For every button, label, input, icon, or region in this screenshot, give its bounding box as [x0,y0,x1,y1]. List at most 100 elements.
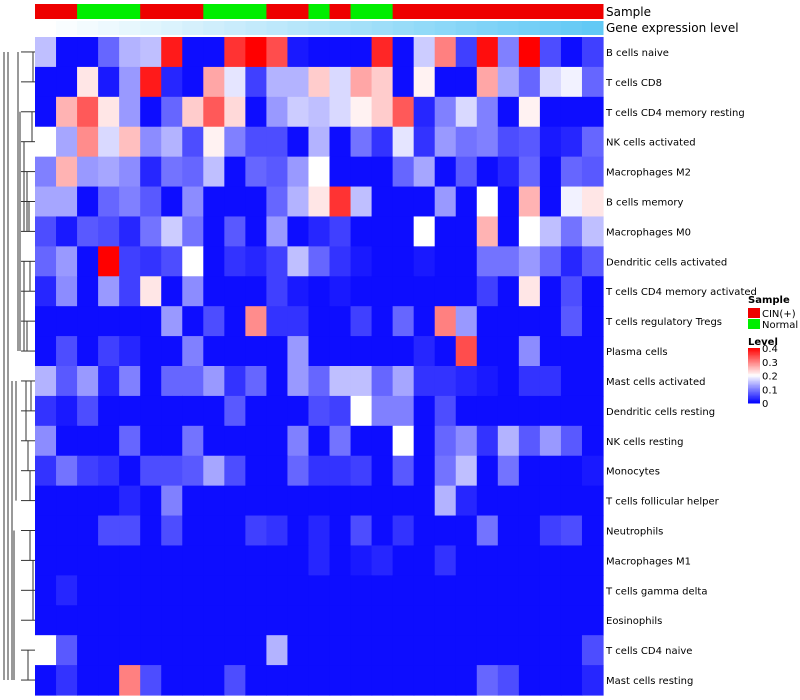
heatmap-cell [329,515,352,547]
heatmap-cell [98,156,120,188]
heatmap-cell [77,336,99,367]
heatmap-cell [329,635,352,666]
heatmap-cell [140,96,162,128]
heatmap-cell [35,635,57,666]
heatmap-cell [203,366,225,397]
heatmap-cell [224,246,246,277]
sample-annotation-cell [140,4,162,19]
row-label: Macrophages M0 [606,227,691,238]
heatmap-cell [35,276,57,307]
heatmap-cell [308,186,331,218]
heatmap-cell [350,156,373,188]
heatmap-cell [203,575,225,606]
heatmap-cell [329,575,352,606]
heatmap-cell [476,216,499,247]
heatmap-cell [224,37,246,68]
heatmap-cell [203,485,225,517]
expression-level-cell [140,21,162,35]
heatmap-cell [287,156,310,188]
heatmap-cell [497,366,520,397]
heatmap-cell [245,96,268,128]
heatmap-cell [77,66,99,98]
heatmap-cell [56,665,78,696]
heatmap-cell [245,605,268,636]
heatmap-cell [245,665,268,696]
heatmap-cell [119,96,141,128]
heatmap-cell [266,455,289,487]
expression-level-cell [518,21,541,35]
heatmap-cell [497,455,520,487]
heatmap-cell [371,156,394,188]
heatmap-cell [56,216,78,247]
heatmap-cell [350,425,373,457]
heatmap-cell [224,276,246,307]
heatmap-cell [371,306,394,337]
heatmap-cell [476,635,499,666]
heatmap-cell [98,455,120,487]
heatmap-cell [539,515,562,547]
heatmap-cell [203,126,225,158]
heatmap-cell [560,96,583,128]
heatmap-cell [455,515,478,547]
heatmap-cell [329,246,352,277]
expression-level-cell [434,21,457,35]
heatmap-cell [392,186,415,218]
row-dendrogram [3,51,35,681]
heatmap-cell [182,515,204,547]
heatmap-cell [539,156,562,188]
heatmap-cell [455,126,478,158]
heatmap-cell [287,246,310,277]
heatmap-cell [203,156,225,188]
heatmap-cell [161,216,183,247]
heatmap-cell [434,66,457,98]
heatmap-cell [203,665,225,696]
heatmap-cell [434,246,457,277]
heatmap-cell [434,515,457,547]
legend-gradient-step [748,349,760,352]
heatmap-cell [371,37,394,68]
row-label: Macrophages M1 [606,556,691,567]
heatmap-cell [182,156,204,188]
heatmap-cell [245,246,268,277]
sample-annotation-cell [455,4,478,19]
heatmap-cell [35,66,57,98]
heatmap-cell [308,545,331,576]
heatmap-cell [434,336,457,367]
sample-annotation-cell [308,4,331,19]
heatmap-cell [308,635,331,666]
heatmap-cell [266,246,289,277]
heatmap-cell [287,336,310,367]
heatmap-cell [539,545,562,576]
heatmap-cell [308,156,331,188]
legend-tick-label: 0.4 [762,344,778,355]
heatmap-cell [497,425,520,457]
heatmap-cell [266,216,289,247]
expression-level-cell [224,21,246,35]
heatmap-cell [350,545,373,576]
heatmap-cell [140,336,162,367]
heatmap-cell [182,186,204,218]
heatmap-cell [182,395,204,427]
heatmap-cell [245,395,268,427]
heatmap-cell [476,37,499,68]
sample-annotation-cell [266,4,288,19]
heatmap-cell [77,276,99,307]
sample-annotation-cell [560,4,583,19]
heatmap-cell [119,37,141,68]
legend-gradient-step [748,396,760,398]
heatmap-cell [518,425,541,457]
heatmap-cell [287,635,310,666]
heatmap-cell [497,665,520,696]
heatmap-cell [434,545,457,576]
heatmap-cell [581,515,604,547]
heatmap-cell [308,37,331,68]
heatmap-cell [560,186,583,218]
heatmap-cell [455,156,478,188]
heatmap-cell [287,37,310,68]
heatmap-cell [56,425,78,457]
heatmap-cell [581,336,604,367]
heatmap-cell [413,37,436,68]
heatmap-cell [518,635,541,666]
heatmap-cell [455,635,478,666]
sample-annotation-cell [434,4,457,19]
